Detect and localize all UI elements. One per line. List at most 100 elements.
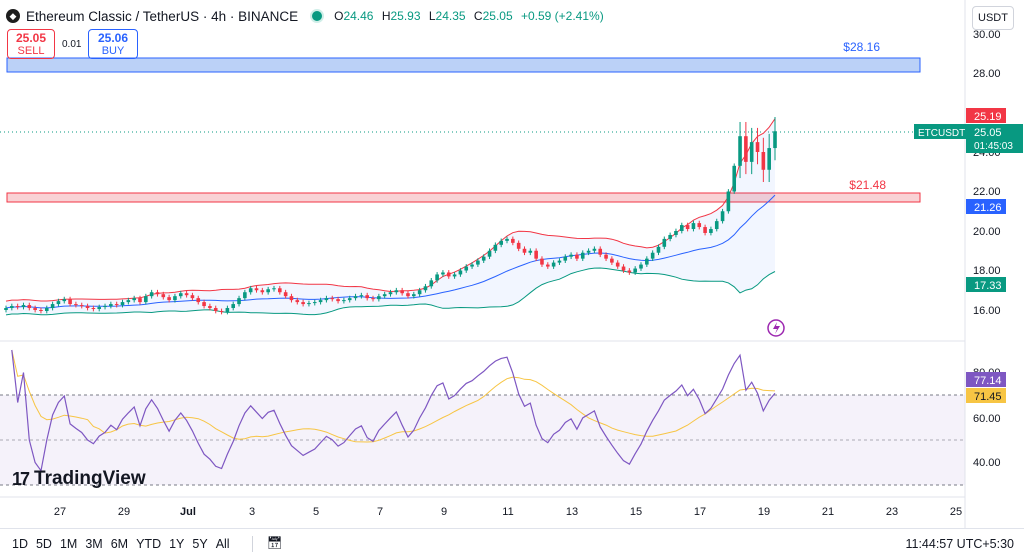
candle-body bbox=[435, 274, 439, 281]
tf-6m[interactable]: 6M bbox=[110, 537, 129, 551]
candle-body bbox=[324, 298, 329, 301]
candle-body bbox=[545, 264, 550, 267]
time-tick: 23 bbox=[886, 506, 898, 518]
price-chart[interactable]: $28.16 $21.48 30.00 28.00 24.00 22.00 20… bbox=[0, 0, 1024, 528]
candle-body bbox=[149, 292, 154, 297]
candle-body bbox=[557, 260, 562, 263]
candle-body bbox=[749, 142, 754, 162]
date-range-icon[interactable]: 📅︎ bbox=[251, 536, 285, 552]
time-tick: 11 bbox=[502, 506, 513, 518]
candle-body bbox=[412, 294, 416, 297]
candle-body bbox=[103, 306, 107, 308]
price-axis[interactable]: 30.00 28.00 24.00 22.00 20.00 18.00 16.0… bbox=[973, 29, 1001, 317]
countdown: 01:45:03 bbox=[974, 141, 1013, 152]
market-status-icon[interactable] bbox=[310, 9, 325, 23]
clock[interactable]: 11:44:57 UTC+5:30 bbox=[905, 537, 1014, 551]
bb-fill bbox=[6, 118, 775, 315]
currency-selector[interactable]: USDT bbox=[972, 6, 1014, 30]
resistance-zone[interactable] bbox=[6, 57, 921, 73]
brand-name: TradingView bbox=[34, 468, 146, 489]
candle-body bbox=[499, 240, 503, 245]
time-tick: 3 bbox=[249, 506, 255, 518]
candle-body bbox=[400, 290, 404, 294]
tf-5d[interactable]: 5D bbox=[35, 537, 52, 551]
candle-body bbox=[365, 295, 369, 299]
candle-body bbox=[610, 258, 614, 263]
candle-body bbox=[50, 304, 55, 309]
candle-body bbox=[330, 298, 335, 300]
time-tick: 25 bbox=[950, 506, 962, 518]
candle-body bbox=[295, 300, 300, 303]
tradingview-logo[interactable]: 17 TradingView bbox=[12, 468, 146, 490]
candle-body bbox=[272, 288, 276, 290]
candle-body bbox=[289, 296, 294, 301]
price-tick: 18.00 bbox=[973, 265, 1001, 277]
sell-price: 25.05 bbox=[15, 31, 47, 45]
time-tick: 13 bbox=[566, 506, 578, 518]
time-tick: 19 bbox=[758, 506, 770, 518]
candle-body bbox=[697, 223, 702, 228]
alert-icon[interactable] bbox=[767, 319, 785, 337]
tf-3m[interactable]: 3M bbox=[85, 537, 103, 551]
candle-body bbox=[656, 246, 661, 253]
candle-body bbox=[231, 304, 236, 309]
bb-basis-label: 21.26 bbox=[966, 199, 1006, 214]
rsi-tick: 40.00 bbox=[973, 457, 1001, 469]
candle-body bbox=[208, 306, 212, 309]
candle-body bbox=[522, 248, 527, 253]
candle-body bbox=[458, 270, 463, 275]
candle-body bbox=[33, 308, 37, 310]
tf-all[interactable]: All bbox=[215, 537, 230, 551]
candle-body bbox=[97, 307, 102, 310]
last-price-label: 25.05 01:45:03 bbox=[966, 124, 1023, 153]
candle-body bbox=[248, 288, 253, 293]
tf-ytd[interactable]: YTD bbox=[136, 537, 162, 551]
candle-body bbox=[283, 292, 288, 297]
svg-text:25.05: 25.05 bbox=[974, 127, 1002, 139]
rsi-ma-line bbox=[11, 349, 776, 443]
rsi-value-label: 77.14 bbox=[966, 372, 1006, 387]
svg-text:25.19: 25.19 bbox=[974, 111, 1002, 123]
candle-body bbox=[487, 250, 492, 257]
buy-button[interactable]: 25.06 BUY bbox=[88, 29, 138, 59]
time-tick: 17 bbox=[694, 506, 706, 518]
sell-label: SELL bbox=[17, 45, 45, 57]
candle-body bbox=[161, 294, 166, 298]
candle-body bbox=[476, 260, 480, 265]
candle-body bbox=[668, 234, 672, 239]
candle-body bbox=[423, 286, 428, 291]
tf-1d[interactable]: 1D bbox=[12, 537, 28, 551]
main-pane: $28.16 $21.48 bbox=[0, 40, 965, 337]
bb-upper-label: 25.19 bbox=[966, 108, 1006, 123]
ohlc-readout: O24.46 H25.93 L24.35 C25.05 +0.59 (+2.41… bbox=[334, 9, 604, 23]
candle-body bbox=[114, 304, 119, 306]
price-tick: 28.00 bbox=[973, 68, 1001, 80]
tf-1m[interactable]: 1M bbox=[59, 537, 78, 551]
svg-text:21.26: 21.26 bbox=[974, 202, 1002, 214]
svg-text:17.33: 17.33 bbox=[974, 280, 1002, 292]
candle-body bbox=[237, 298, 241, 305]
candle-body bbox=[307, 303, 311, 305]
candle-body bbox=[336, 299, 340, 302]
candle-body bbox=[429, 280, 434, 287]
candles bbox=[4, 117, 777, 315]
support-label: $21.48 bbox=[849, 178, 886, 192]
sell-button[interactable]: 25.05 SELL bbox=[7, 29, 55, 59]
support-zone[interactable] bbox=[6, 192, 921, 203]
candle-body bbox=[359, 295, 364, 297]
candle-body bbox=[266, 289, 270, 293]
candle-body bbox=[674, 231, 678, 235]
candle-body bbox=[592, 248, 597, 251]
price-tick: 22.00 bbox=[973, 186, 1001, 198]
candle-body bbox=[773, 131, 777, 149]
tf-1y[interactable]: 1Y bbox=[169, 537, 185, 551]
candle-body bbox=[178, 293, 183, 297]
candle-body bbox=[68, 299, 72, 305]
time-axis[interactable]: 27 29 Jul 3 5 7 9 11 13 15 17 19 21 23 25 bbox=[54, 506, 962, 518]
candle-body bbox=[278, 288, 282, 293]
candle-body bbox=[342, 300, 346, 302]
time-tick: 29 bbox=[118, 506, 130, 518]
tf-5y[interactable]: 5Y bbox=[192, 537, 208, 551]
symbol-title[interactable]: Ethereum Classic / TetherUS · 4h · BINAN… bbox=[26, 8, 299, 24]
candle-body bbox=[470, 264, 474, 267]
